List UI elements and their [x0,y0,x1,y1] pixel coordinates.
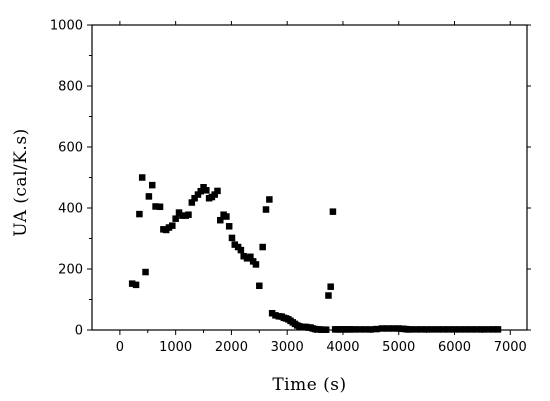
x-tick-label: 3000 [271,340,304,355]
data-point [194,191,202,198]
data-point [322,326,330,333]
data-point [428,326,436,333]
data-point [217,216,224,224]
data-point [225,223,233,230]
data-point [142,268,149,276]
data-point [247,253,254,261]
data-point [344,326,351,333]
x-tick-label: 2000 [215,340,248,355]
data-point [179,212,186,219]
data-point [256,282,263,290]
data-point [451,326,458,333]
data-point [165,224,173,231]
x-tick-label: 1000 [159,340,192,355]
data-point [231,241,239,248]
data-point [228,234,236,242]
data-point [338,326,346,333]
x-axis-title: Time (s) [272,375,346,395]
data-point [266,196,273,203]
data-point [175,209,183,216]
axes-layer: 0 1000 2000 3000 4000 5000 6000 7000 0 200 400 600 8… [50,19,531,355]
data-point [417,326,425,333]
data-point [356,326,363,333]
data-point [445,326,453,333]
data-point [473,326,481,333]
data-point [378,325,386,332]
data-point [211,191,218,198]
x-tick-label: 4000 [326,340,359,355]
data-point [156,203,164,211]
data-point [191,194,198,202]
data-point [262,206,270,213]
data-point [214,187,221,195]
data-point [237,246,245,254]
data-point [389,325,397,332]
data-point [240,252,247,260]
data-point [197,187,204,195]
data-point [252,261,260,268]
data-point [423,326,430,333]
data-point [148,181,156,189]
x-tick-label: 6000 [438,340,471,355]
data-point [440,326,447,333]
data-point [479,326,486,333]
x-tick-label: 7000 [494,340,527,355]
y-tick-label: 400 [58,202,83,217]
data-point [152,203,159,210]
data-point [128,280,136,287]
data-point [456,326,464,333]
data-point [490,326,497,333]
data-point [327,283,334,290]
data-point [172,215,179,222]
data-point [467,326,475,333]
data-point [223,213,230,220]
data-point [268,309,276,317]
data-point [434,326,442,333]
data-point [138,174,146,181]
y-tick-label: 200 [58,263,83,278]
data-point [362,326,369,333]
data-point [259,243,266,251]
data-point [347,326,355,333]
plot-frame [91,24,528,331]
data-point [462,326,469,333]
data-point [145,193,153,200]
data-point [203,187,210,194]
data-point [367,326,375,333]
data-point [373,325,380,333]
data-point [384,325,391,332]
y-axis-title: UA (cal/K.s) [11,128,31,236]
y-tick-label: 1000 [50,19,83,34]
data-point [188,199,196,206]
data-point [272,312,279,319]
x-tick-label: 5000 [382,340,415,355]
points-layer [128,174,502,333]
data-point [169,222,176,229]
x-tick-label: 0 [116,340,124,355]
data-point [136,210,143,218]
data-point [494,326,502,333]
data-point [132,281,140,289]
data-point [412,326,419,333]
y-tick-label: 800 [58,80,83,95]
data-point [329,208,337,215]
y-tick-label: 0 [75,324,83,339]
data-point [406,326,414,333]
data-point [484,326,492,333]
data-point [325,292,332,299]
data-point [185,211,192,218]
data-point [243,255,251,262]
y-tick-label: 600 [58,141,83,156]
data-point [350,326,358,333]
